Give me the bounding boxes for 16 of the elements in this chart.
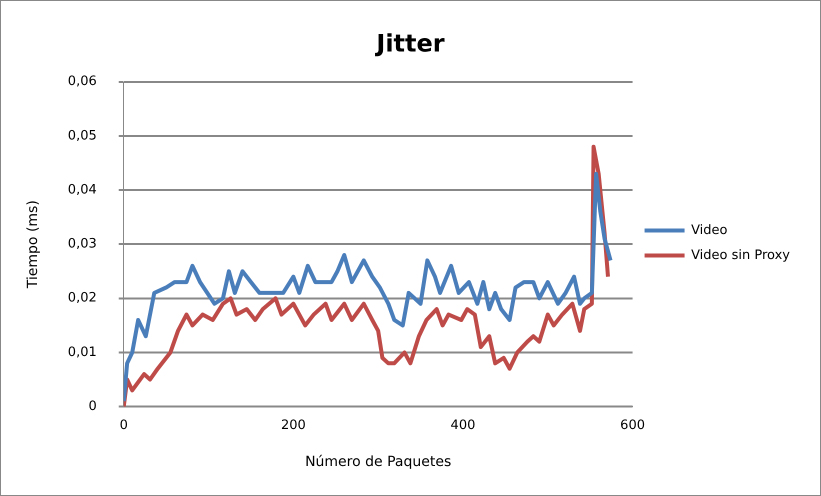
y-tick-label: 0,04 <box>68 182 97 198</box>
legend-label: Video <box>691 222 728 238</box>
x-tick-label: 200 <box>280 418 306 433</box>
x-tick-label: 400 <box>450 418 476 433</box>
x-axis-title: Número de Paquetes <box>305 454 452 470</box>
y-tick-label: 0,02 <box>68 290 97 306</box>
y-tick-label: 0,06 <box>68 74 97 90</box>
x-tick-label: 0 <box>120 418 128 433</box>
y-tick-label: 0 <box>88 398 97 414</box>
legend-label: Video sin Proxy <box>691 248 790 263</box>
chart-title: Jitter <box>374 30 445 58</box>
y-tick-label: 0,01 <box>68 344 97 360</box>
y-axis-title: Tiempo (ms) <box>25 200 42 290</box>
y-tick-label: 0,03 <box>68 236 97 252</box>
x-tick-label: 600 <box>620 418 645 433</box>
y-tick-label: 0,05 <box>68 128 97 144</box>
